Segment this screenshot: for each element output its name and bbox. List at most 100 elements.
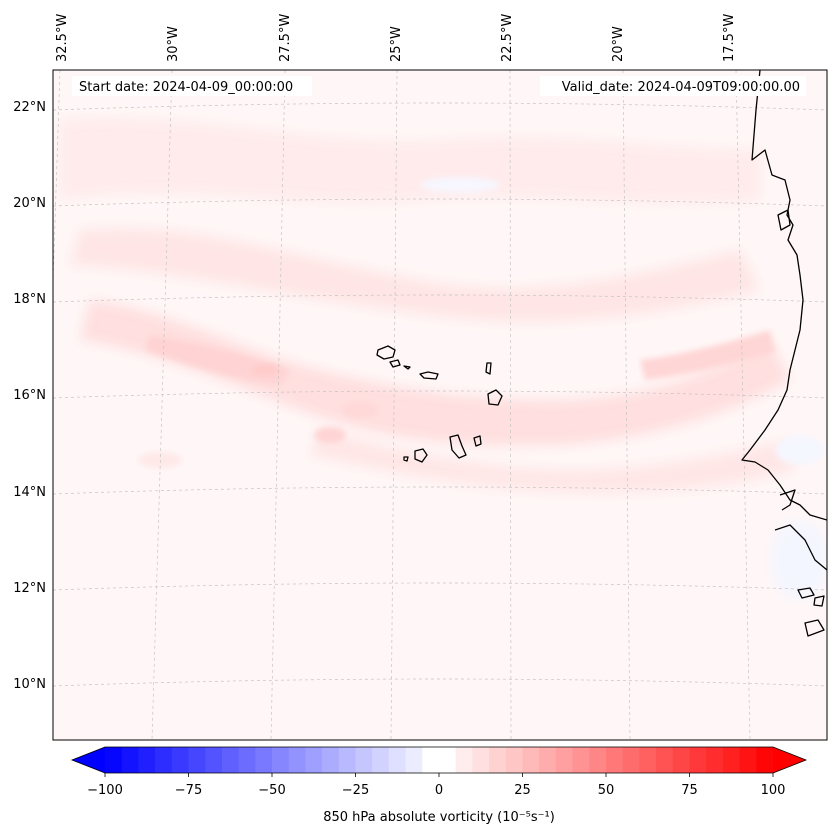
island-santa-luzia — [403, 365, 411, 370]
colorbar: −100 −75 −50 −25 0 25 50 75 100 850 hPa … — [70, 746, 808, 825]
vorticity-spot — [342, 402, 378, 418]
colorbar-extend-max-arrow — [773, 747, 806, 773]
colorbar-tick-label: 25 — [514, 783, 531, 798]
lon-label: 22.5°W — [500, 14, 515, 62]
start-date-label: Start date: 2024-04-09_00:00:00 — [79, 80, 293, 95]
lat-label: 10°N — [13, 677, 46, 692]
vorticity-spot — [251, 364, 279, 376]
colorbar-cell — [221, 747, 239, 773]
colorbar-cell — [238, 747, 256, 773]
west-africa-coastline — [741, 70, 827, 521]
colorbar-cell — [138, 747, 156, 773]
vorticity-spot-negative — [420, 177, 500, 193]
colorbar-cell — [722, 747, 740, 773]
colorbar-cell — [639, 747, 657, 773]
colorbar-cell — [422, 747, 440, 773]
island-brava — [403, 456, 409, 462]
valid-date-label: Valid_date: 2024-04-09T09:00:00.00 — [562, 80, 800, 95]
longitude-labels: 32.5°W 30°W 27.5°W 25°W 22.5°W 20°W 17.5… — [55, 14, 737, 62]
colorbar-cell — [155, 747, 173, 773]
colorbar-cell — [171, 747, 189, 773]
colorbar-cell — [405, 747, 423, 773]
colorbar-cell — [522, 747, 540, 773]
island-boa-vista — [487, 389, 503, 406]
colorbar-cell — [572, 747, 590, 773]
map-frame — [52, 69, 828, 741]
colorbar-cell — [205, 747, 223, 773]
island-sao-vicente — [389, 359, 401, 368]
lat-label: 20°N — [13, 196, 46, 211]
colorbar-tick-label: 100 — [761, 783, 786, 798]
coastal-islet — [777, 209, 791, 231]
colorbar-cell — [322, 747, 340, 773]
bijagos-islands — [797, 587, 825, 637]
island-santo-antao — [376, 345, 396, 360]
colorbar-tick-label: −50 — [258, 783, 285, 798]
colorbar-cell — [105, 747, 123, 773]
guinea-bissau-coast — [774, 524, 827, 571]
vorticity-band-south — [310, 430, 795, 493]
coastlines — [376, 70, 827, 637]
colorbar-cell — [472, 747, 490, 773]
lon-label: 27.5°W — [278, 14, 293, 62]
colorbar-cell — [539, 747, 557, 773]
colorbar-tick-label: −75 — [175, 783, 202, 798]
lon-label: 25°W — [389, 26, 404, 62]
colorbar-cell — [656, 747, 674, 773]
colorbar-extend-min-arrow — [72, 747, 105, 773]
island-santiago — [449, 434, 467, 459]
lat-label: 18°N — [13, 292, 46, 307]
colorbar-tick-label: 0 — [435, 783, 443, 798]
vorticity-band-central — [80, 300, 790, 446]
graticule — [53, 70, 827, 740]
colorbar-cell — [672, 747, 690, 773]
latitude-labels: 22°N 20°N 18°N 16°N 14°N 12°N 10°N — [13, 100, 46, 692]
colorbar-cell — [606, 747, 624, 773]
colorbar-tick-label: 75 — [681, 783, 698, 798]
lat-label: 16°N — [13, 388, 46, 403]
colorbar-cell — [255, 747, 273, 773]
colorbar-cell — [622, 747, 640, 773]
map-panel — [53, 70, 827, 740]
colorbar-cell — [388, 747, 406, 773]
colorbar-cell — [706, 747, 724, 773]
vorticity-spot — [314, 427, 346, 443]
start-date-box — [72, 76, 312, 96]
vorticity-field — [60, 118, 827, 600]
colorbar-cell — [121, 747, 139, 773]
vorticity-core-east — [640, 330, 775, 380]
gambia-coast — [779, 489, 796, 511]
colorbar-cell — [589, 747, 607, 773]
lat-label: 14°N — [13, 485, 46, 500]
colorbar-cell — [439, 747, 457, 773]
valid-date-box — [540, 76, 806, 96]
colorbar-tick-label: −25 — [342, 783, 369, 798]
colorbar-tick-labels: −100 −75 −50 −25 0 25 50 75 100 — [87, 783, 785, 798]
colorbar-cell — [305, 747, 323, 773]
colorbar-cell — [288, 747, 306, 773]
colorbar-cell — [689, 747, 707, 773]
colorbar-cell — [756, 747, 774, 773]
colorbar-ticks — [104, 773, 774, 777]
lon-label: 32.5°W — [55, 14, 70, 62]
lon-label: 30°W — [166, 26, 181, 62]
lon-label: 17.5°W — [722, 14, 737, 62]
colorbar-cell — [505, 747, 523, 773]
colorbar-cell — [272, 747, 290, 773]
colorbar-cell — [739, 747, 757, 773]
colorbar-cell — [338, 747, 356, 773]
island-sao-nicolau — [419, 371, 439, 380]
vorticity-spot-negative — [775, 435, 825, 465]
colorbar-cell — [355, 747, 373, 773]
vorticity-patch-north — [60, 118, 760, 203]
colorbar-cell — [555, 747, 573, 773]
lat-label: 12°N — [13, 581, 46, 596]
island-sal — [485, 362, 492, 375]
lat-label: 22°N — [13, 100, 46, 115]
colorbar-cell — [455, 747, 473, 773]
island-maio — [473, 435, 482, 447]
vorticity-band-north — [70, 228, 760, 322]
colorbar-cells — [105, 747, 774, 773]
lon-label: 20°W — [611, 26, 626, 62]
